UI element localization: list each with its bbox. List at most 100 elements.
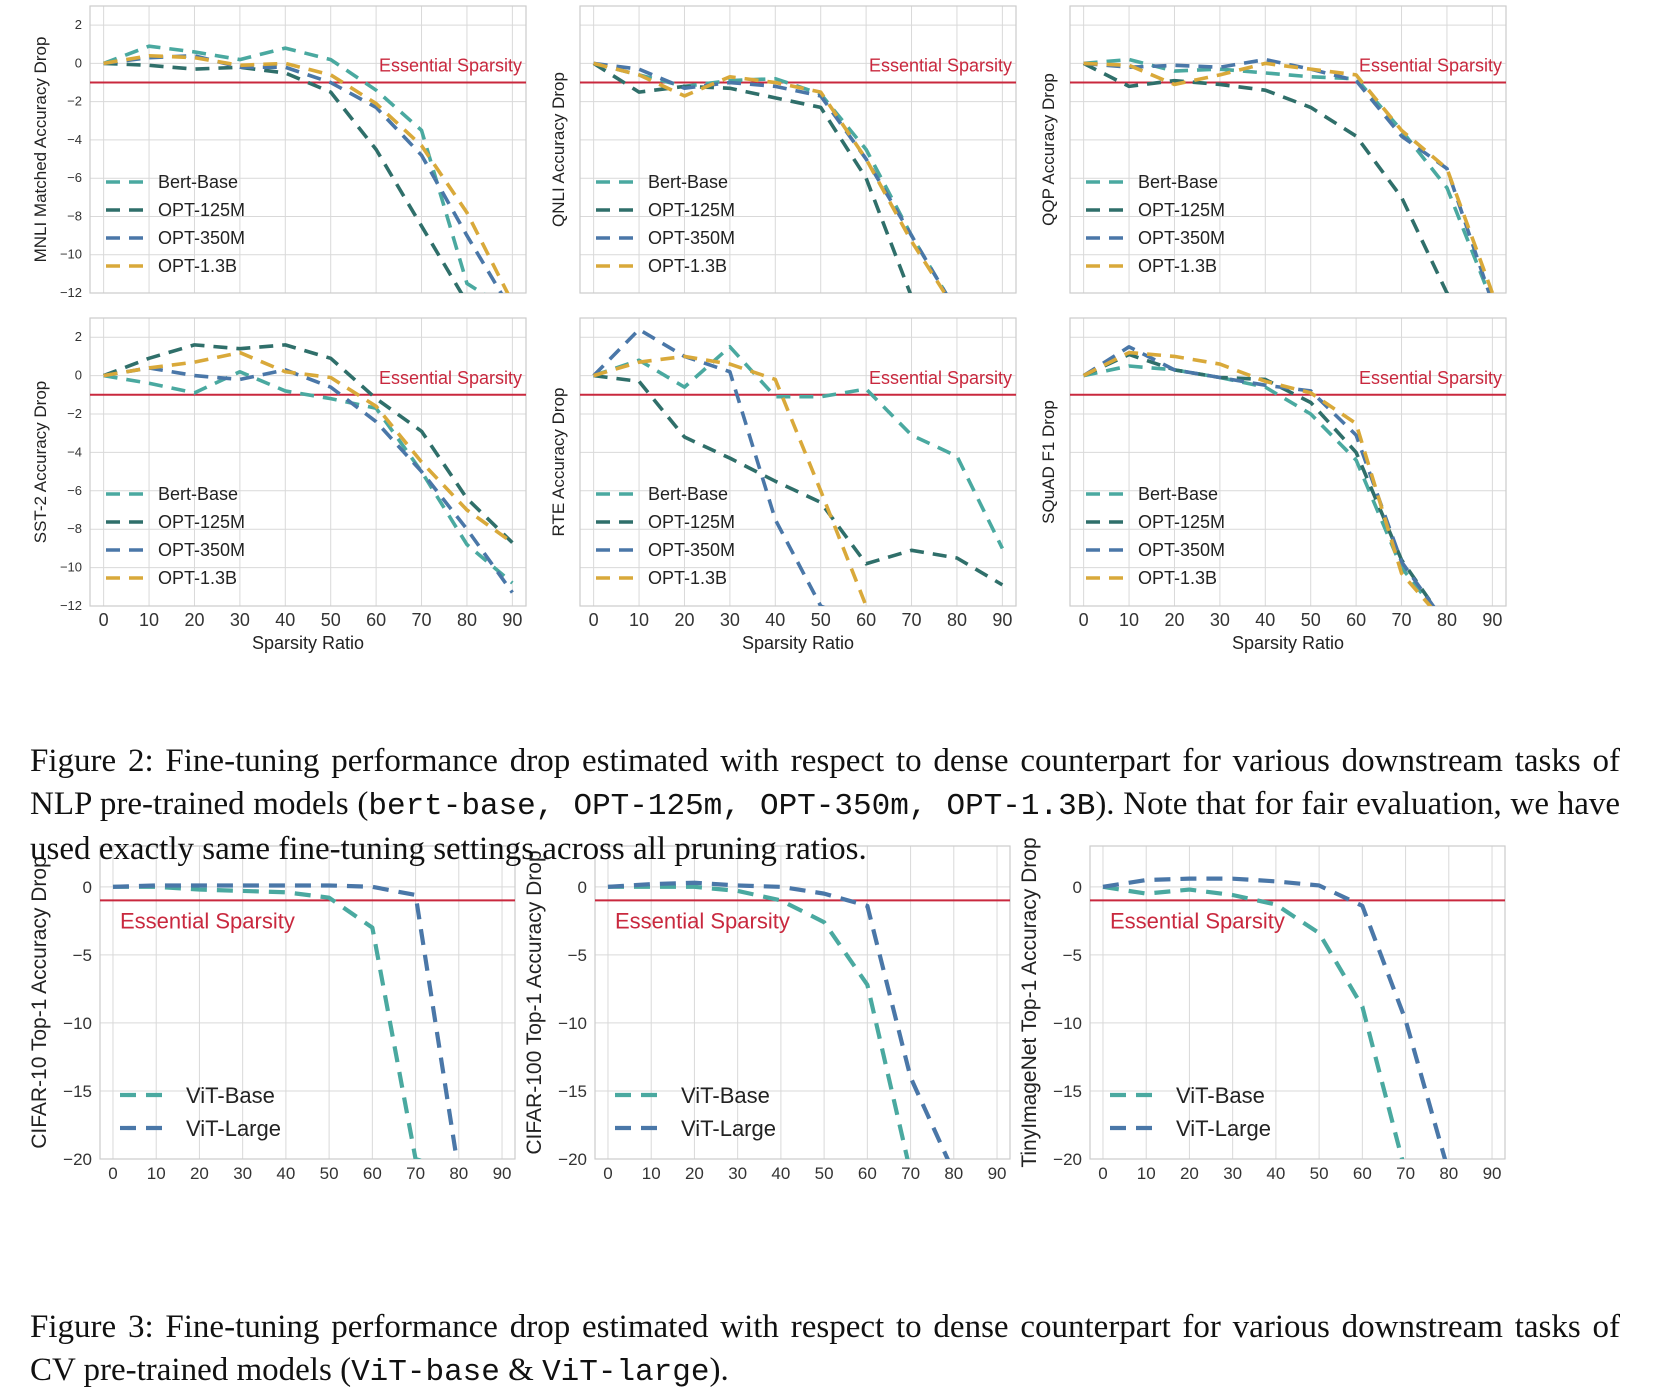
x-tick-label: 20	[190, 1164, 209, 1183]
series-line-vit-large	[607, 880, 950, 1159]
x-tick-label: 10	[1119, 610, 1139, 630]
x-tick-label: 90	[992, 610, 1012, 630]
series-line-opt-125m	[103, 61, 464, 293]
series-lines	[102, 44, 510, 293]
chart-panel-qnli: Essential Sparsity Bert-Base OPT-125M OPT-3…	[549, 5, 1017, 294]
x-tick-label: 70	[1396, 1164, 1415, 1183]
figure-2-caption-models: bert-base, OPT-125m, OPT-350m, OPT-1.3B	[368, 789, 1096, 824]
essential-sparsity-label: Essential Sparsity	[379, 56, 522, 76]
y-tick-label: 0	[75, 368, 82, 383]
series-line-bert-base	[593, 344, 1004, 550]
legend: Bert-Base OPT-125M OPT-350M OPT-1.3B	[106, 172, 245, 276]
x-tick-label: 50	[321, 610, 341, 630]
plot-area	[580, 6, 1016, 293]
x-tick-label: 70	[412, 610, 432, 630]
x-tick-labels: 0 10 20 30 40 50 60 70 80 90	[589, 610, 1013, 630]
x-tick-label: 40	[765, 610, 785, 630]
essential-sparsity-label: Essential Sparsity	[869, 56, 1012, 76]
legend: ViT-Base ViT-Large	[120, 1083, 281, 1141]
series-line-vit-base	[112, 884, 423, 1159]
y-axis-label: SST-2 Accuracy Drop	[31, 381, 50, 544]
plot-area	[1070, 6, 1506, 293]
plot-frame	[579, 5, 1017, 294]
y-tick-labels: 0 −5 −10 −15 −20	[63, 878, 92, 1169]
legend-label: Bert-Base	[1138, 172, 1218, 192]
x-axis-label: Sparsity Ratio	[742, 633, 854, 653]
x-tick-label: 70	[901, 1164, 920, 1183]
essential-sparsity-label: Essential Sparsity	[1359, 56, 1502, 76]
plot-frame	[579, 317, 1017, 607]
y-tick-label: −12	[60, 285, 82, 300]
x-tick-label: 10	[147, 1164, 166, 1183]
essential-sparsity-label: Essential Sparsity	[120, 908, 295, 933]
y-axis-label: CIFAR-10 Top-1 Accuracy Drop	[28, 856, 51, 1149]
x-tick-label: 40	[1266, 1164, 1285, 1183]
legend-label: ViT-Large	[1176, 1116, 1271, 1141]
series-line-bert-base	[1083, 364, 1435, 606]
legend-label: Bert-Base	[1138, 484, 1218, 504]
x-tick-label: 60	[366, 610, 386, 630]
series-line-vit-large	[112, 883, 459, 1159]
plot-area	[90, 6, 526, 293]
x-tick-labels: 0 10 20 30 40 50 60 70 80 90	[1098, 1164, 1501, 1183]
series-lines	[112, 883, 459, 1159]
series-line-bert-base	[102, 44, 486, 293]
y-tick-label: −20	[1053, 1150, 1082, 1169]
legend-label: ViT-Large	[681, 1116, 776, 1141]
x-tick-label: 70	[406, 1164, 425, 1183]
legend: Bert-Base OPT-125M OPT-350M OPT-1.3B	[596, 172, 735, 276]
figure-3-caption-prefix: Figure 3: Fine-tuning performance drop e…	[30, 1309, 1620, 1388]
series-line-opt-125m	[102, 343, 514, 544]
y-axis-label: MNLI Matched Accuracy Drop	[31, 37, 50, 263]
series-lines	[592, 327, 1004, 606]
x-tick-label: 90	[502, 610, 522, 630]
x-tick-label: 50	[320, 1164, 339, 1183]
legend: Bert-Base OPT-125M OPT-350M OPT-1.3B	[1086, 484, 1225, 588]
x-tick-label: 0	[603, 1164, 612, 1183]
series-line-vit-large	[1102, 876, 1448, 1159]
y-axis-label: TinyImageNet Top-1 Accuracy Drop	[1018, 837, 1041, 1167]
legend-label: OPT-1.3B	[158, 256, 237, 276]
series-line-opt-1-3b	[593, 61, 947, 293]
series-lines	[1082, 344, 1436, 606]
legend-label: OPT-350M	[1138, 228, 1225, 248]
plot-frame	[1089, 845, 1506, 1160]
y-tick-label: −6	[67, 483, 82, 498]
chart-panel-cifar100: Essential Sparsity ViT-Base ViT-Large 0 10 20…	[523, 845, 1011, 1183]
legend: ViT-Base ViT-Large	[615, 1083, 776, 1141]
plot-frame	[89, 317, 527, 607]
x-tick-label: 0	[108, 1164, 117, 1183]
x-tick-label: 70	[902, 610, 922, 630]
x-tick-labels: 0 10 20 30 40 50 60 70 80 90	[108, 1164, 511, 1183]
y-tick-label: −8	[67, 208, 82, 223]
series-lines	[607, 880, 950, 1159]
legend-label: OPT-1.3B	[158, 568, 237, 588]
y-tick-label: −10	[63, 1014, 92, 1033]
x-tick-label: 80	[449, 1164, 468, 1183]
figure-3-caption-model-large: ViT-large	[542, 1355, 710, 1390]
series-line-opt-350m	[593, 61, 948, 293]
essential-sparsity-label: Essential Sparsity	[615, 908, 790, 933]
series-lines	[1102, 876, 1448, 1159]
figure-3-caption-suffix: ).	[709, 1352, 729, 1388]
y-tick-label: −20	[558, 1150, 587, 1169]
figure-3-caption: Figure 3: Fine-tuning performance drop e…	[30, 1306, 1620, 1394]
series-line-bert-base	[1083, 57, 1491, 293]
x-tick-label: 30	[230, 610, 250, 630]
y-tick-label: −4	[67, 132, 82, 147]
legend-label: ViT-Base	[186, 1083, 275, 1108]
x-tick-labels: 0 10 20 30 40 50 60 70 80 90	[99, 610, 523, 630]
chart-panel-mnli: Essential Sparsity Bert-Base OPT-125M OPT-3…	[31, 5, 527, 300]
grid	[1070, 6, 1506, 294]
y-tick-label: 0	[1073, 878, 1082, 897]
figure-3-caption-mid: &	[499, 1352, 543, 1388]
legend-label: OPT-1.3B	[648, 256, 727, 276]
y-tick-label: −6	[67, 170, 82, 185]
legend-label: OPT-350M	[158, 540, 245, 560]
legend-label: OPT-125M	[648, 512, 735, 532]
y-tick-label: −5	[73, 946, 92, 965]
y-axis-label: QQP Accuracy Drop	[1039, 73, 1058, 226]
essential-sparsity-label: Essential Sparsity	[1359, 368, 1502, 388]
series-line-bert-base	[103, 369, 514, 585]
